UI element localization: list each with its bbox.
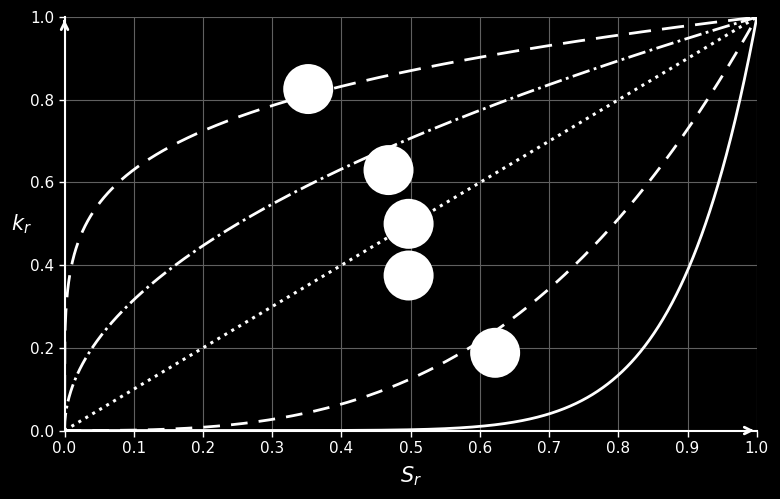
Point — [302, 85, 314, 93]
Point — [402, 220, 415, 228]
Point — [402, 271, 415, 279]
Point — [489, 349, 502, 357]
Point — [382, 166, 395, 174]
X-axis label: $S_r$: $S_r$ — [399, 464, 422, 488]
Y-axis label: $k_r$: $k_r$ — [11, 212, 32, 236]
